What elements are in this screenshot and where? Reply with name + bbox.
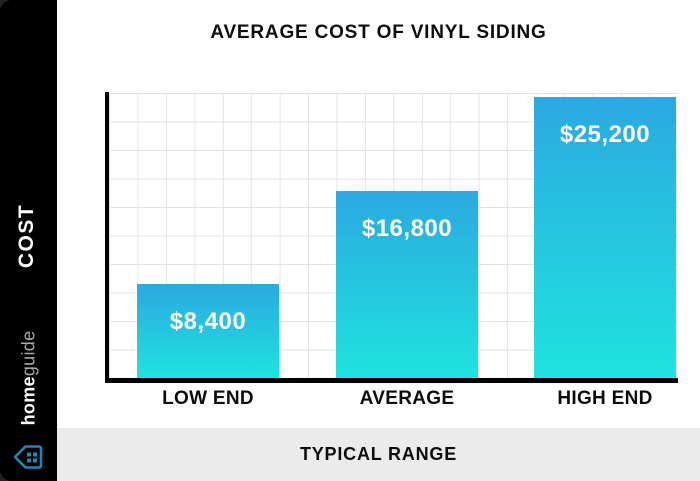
y-axis-title: COST: [15, 203, 38, 269]
bar-value-label: $25,200: [559, 121, 651, 148]
home-icon: [13, 445, 43, 469]
sidebar: COST homeguide: [0, 0, 57, 481]
bar-average: $16,800: [336, 191, 478, 378]
brand-wordmark-bold: home: [18, 376, 39, 426]
footer-strip: TYPICAL RANGE: [57, 428, 700, 481]
chart-title: AVERAGE COST OF VINYL SIDING: [210, 22, 547, 43]
x-axis-title: TYPICAL RANGE: [299, 444, 458, 464]
brand-wordmark: homeguide: [19, 331, 40, 426]
brand-wordmark-light: guide: [18, 330, 39, 377]
bar-low-end: $8,400: [137, 284, 279, 378]
x-tick-label-average: AVERAGE: [359, 388, 455, 409]
x-tick-label-low-end: LOW END: [162, 388, 254, 409]
x-tick-label-high-end: HIGH END: [557, 388, 653, 409]
bar-high-end: $25,200: [534, 97, 676, 378]
bar-value-label: $16,800: [361, 215, 453, 242]
bar-value-label: $8,400: [169, 308, 247, 335]
y-axis-line: [105, 92, 109, 383]
x-axis-line: [105, 378, 678, 383]
